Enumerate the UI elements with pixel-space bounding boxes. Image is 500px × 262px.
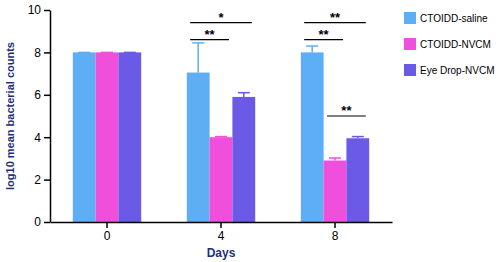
y-tick-mark	[44, 179, 50, 181]
bar	[96, 52, 119, 222]
x-tick-mark	[334, 222, 336, 228]
y-axis: 0 2 4 6 8 10	[28, 3, 51, 229]
x-axis: 0 4 8	[51, 222, 393, 243]
y-tick: 8	[34, 46, 50, 60]
bar	[324, 161, 347, 222]
error-bar	[78, 52, 90, 53]
y-tick-label: 2	[34, 173, 41, 187]
y-tick-mark	[44, 52, 50, 54]
y-tick-label: 6	[34, 88, 41, 102]
error-cap	[352, 136, 364, 138]
error-cap	[124, 52, 136, 54]
x-tick: 8	[332, 222, 339, 243]
error-bar	[192, 43, 204, 73]
legend-item: CTOIDD-NVCM	[404, 38, 491, 50]
error-cap	[329, 157, 341, 159]
legend-item: Eye Drop-NVCM	[404, 64, 494, 76]
y-tick-label: 10	[28, 3, 42, 17]
error-bar	[215, 136, 227, 138]
error-whisker	[311, 46, 313, 52]
significance-label: **	[341, 103, 352, 118]
y-tick: 0	[34, 215, 50, 229]
bar	[232, 97, 255, 222]
x-tick-label: 8	[332, 229, 339, 243]
significance-label: **	[319, 27, 330, 42]
y-tick-mark	[44, 95, 50, 97]
error-cap	[238, 92, 250, 94]
error-bar	[329, 158, 341, 161]
bar	[346, 138, 369, 222]
y-tick-label: 8	[34, 46, 41, 60]
significance-label: **	[330, 10, 341, 25]
y-axis-line	[50, 11, 52, 223]
x-tick-label: 4	[218, 229, 225, 243]
error-bar	[352, 137, 364, 139]
y-tick: 6	[34, 88, 50, 102]
plot: 0246810048*********	[28, 3, 393, 242]
bar	[210, 137, 233, 222]
y-tick-label: 4	[34, 131, 41, 145]
y-tick-mark	[44, 222, 50, 224]
x-axis-title: Days	[207, 246, 236, 260]
x-tick-mark	[106, 222, 108, 228]
bar	[187, 73, 210, 222]
significance-label: *	[218, 10, 224, 25]
error-bar	[124, 52, 136, 53]
y-tick-mark	[44, 10, 50, 12]
legend-label: Eye Drop-NVCM	[420, 65, 494, 76]
y-tick-mark	[44, 137, 50, 139]
error-cap	[78, 52, 90, 54]
error-bar	[238, 93, 250, 97]
x-tick: 0	[104, 222, 111, 243]
annotations: *********	[190, 10, 366, 118]
x-tick-mark	[220, 222, 222, 228]
legend-swatch	[404, 64, 416, 76]
error-cap	[215, 136, 227, 138]
y-tick: 4	[34, 131, 50, 145]
x-tick: 4	[218, 222, 225, 243]
legend-label: CTOIDD-saline	[420, 13, 488, 24]
significance-label: **	[205, 27, 216, 42]
legend: CTOIDD-saline CTOIDD-NVCM Eye Drop-NVCM	[404, 12, 494, 76]
x-tick-label: 0	[104, 229, 111, 243]
error-bar	[101, 52, 113, 53]
bar	[118, 52, 141, 222]
error-cap	[192, 42, 204, 44]
chart: 0246810048*********Dayslog10 mean bacter…	[0, 0, 500, 262]
legend-label: CTOIDD-NVCM	[420, 39, 491, 50]
error-cap	[101, 52, 113, 54]
bars	[73, 43, 369, 222]
y-axis-title: log10 mean bacterial counts	[4, 42, 16, 190]
y-tick: 2	[34, 173, 50, 187]
bar	[73, 52, 96, 222]
error-cap	[306, 45, 318, 47]
legend-swatch	[404, 38, 416, 50]
legend-item: CTOIDD-saline	[404, 12, 488, 24]
y-tick: 10	[28, 3, 50, 17]
y-tick-label: 0	[34, 215, 41, 229]
error-whisker	[197, 43, 199, 73]
error-bar	[306, 46, 318, 52]
legend-swatch	[404, 12, 416, 24]
bar	[301, 52, 324, 222]
